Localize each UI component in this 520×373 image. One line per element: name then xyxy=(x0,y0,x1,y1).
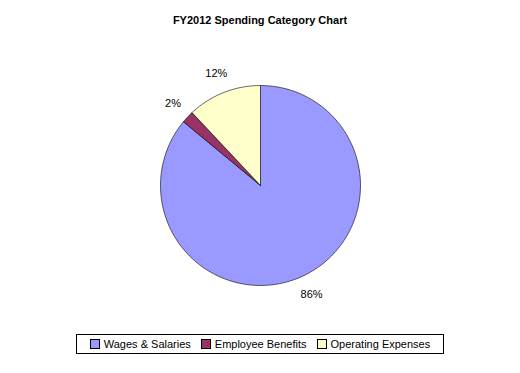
html-text:Operating Expenses: Operating Expenses xyxy=(330,338,431,350)
svg-text:86%: 86% xyxy=(301,288,323,300)
html-text:FY2012 Spending Category Chart: FY2012 Spending Category Chart xyxy=(172,14,348,26)
svg-text:2%: 2% xyxy=(165,97,181,109)
html-text:Wages & Salaries: Wages & Salaries xyxy=(103,338,191,350)
html-text:Employee Benefits: Employee Benefits xyxy=(214,338,307,350)
svg-text:12%: 12% xyxy=(205,67,227,79)
